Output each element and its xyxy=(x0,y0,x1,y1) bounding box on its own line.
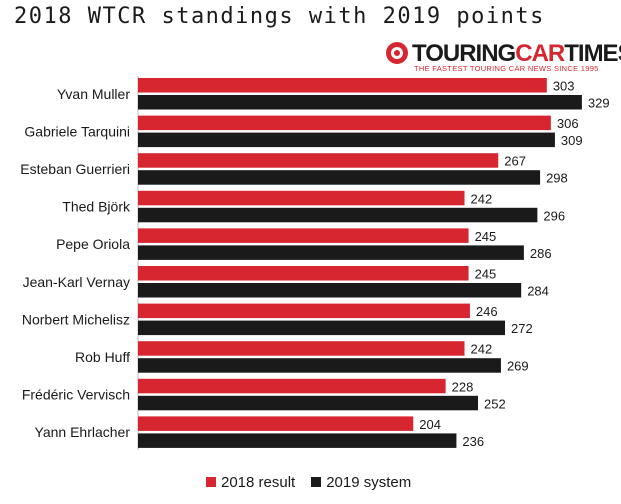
bar-2018-result xyxy=(138,266,469,281)
data-label: 272 xyxy=(511,321,533,336)
category-label: Esteban Guerrieri xyxy=(20,161,130,177)
bar-2018-result xyxy=(138,153,499,168)
data-label: 303 xyxy=(553,79,575,94)
category-label: Yvan Muller xyxy=(57,86,130,102)
data-label: 306 xyxy=(557,116,579,131)
bar-2018-result xyxy=(138,416,414,431)
bar-2019-system xyxy=(138,283,522,298)
data-label: 236 xyxy=(462,434,484,449)
bar-2018-result xyxy=(138,303,470,319)
bar-2019-system xyxy=(138,320,505,336)
data-label: 242 xyxy=(471,342,493,357)
logo-tagline: THE FASTEST TOURING CAR NEWS SINCE 1995 xyxy=(414,64,599,73)
category-label: Frédéric Vervisch xyxy=(22,387,130,403)
category-label: Jean-Karl Vernay xyxy=(23,274,130,290)
data-label: 245 xyxy=(475,229,497,244)
legend-item-2018: 2018 result xyxy=(206,474,295,491)
category-label: Norbert Michelisz xyxy=(22,311,130,327)
legend-item-2019: 2019 system xyxy=(311,474,411,491)
bar-2019-system xyxy=(138,358,501,373)
data-label: 286 xyxy=(530,246,552,261)
logo-word-times: TIMES xyxy=(564,40,621,67)
category-label: Pepe Oriola xyxy=(56,236,130,252)
bar-chart: Yvan Muller 303 329 Gabriele Tarquini 306 309… xyxy=(20,76,610,450)
bar-2018-result xyxy=(138,115,551,131)
bar-2018-result xyxy=(138,78,547,93)
data-label: 329 xyxy=(588,96,610,111)
legend-swatch-2019 xyxy=(311,477,322,487)
data-label: 252 xyxy=(484,396,506,411)
bar-2018-result xyxy=(138,190,465,206)
legend-label-2019: 2019 system xyxy=(326,473,412,491)
category-label: Gabriele Tarquini xyxy=(24,123,130,139)
data-label: 228 xyxy=(452,379,474,394)
logo-word-car: CAR xyxy=(515,40,565,67)
touringcartimes-logo: TOURINGCARTIMES THE FASTEST TOURING CAR … xyxy=(386,40,621,74)
data-label: 204 xyxy=(419,417,441,432)
bar-2019-system xyxy=(138,132,555,148)
data-label: 296 xyxy=(543,208,565,223)
data-label: 242 xyxy=(471,191,493,206)
bar-2019-system xyxy=(138,245,524,260)
bar-2019-system xyxy=(138,170,541,185)
bar-2018-result xyxy=(138,341,465,356)
bar-2019-system xyxy=(138,207,538,223)
legend-swatch-2018 xyxy=(206,477,216,487)
bar-2019-system xyxy=(138,395,479,411)
logo-word-touring: TOURING xyxy=(412,40,516,67)
data-label: 298 xyxy=(546,171,568,186)
data-label: 269 xyxy=(507,359,529,374)
data-label: 284 xyxy=(527,284,549,299)
bar-2018-result xyxy=(138,228,469,243)
chart-legend: 2018 result 2019 system xyxy=(206,472,427,492)
category-label: Thed Björk xyxy=(62,199,131,215)
chart-title: 2018 WTCR standings with 2019 points xyxy=(14,4,545,29)
logo-target-icon xyxy=(386,42,408,64)
category-label: Yann Ehrlacher xyxy=(35,424,131,440)
bar-2019-system xyxy=(138,95,582,110)
data-label: 309 xyxy=(561,133,583,148)
bar-2019-system xyxy=(138,433,457,448)
data-label: 246 xyxy=(476,304,498,319)
logo-wordmark: TOURINGCARTIMES xyxy=(412,40,621,68)
legend-label-2018: 2018 result xyxy=(221,473,296,491)
data-label: 267 xyxy=(504,154,526,169)
category-label: Rob Huff xyxy=(75,349,130,365)
data-label: 245 xyxy=(475,267,497,282)
bar-2018-result xyxy=(138,378,446,394)
